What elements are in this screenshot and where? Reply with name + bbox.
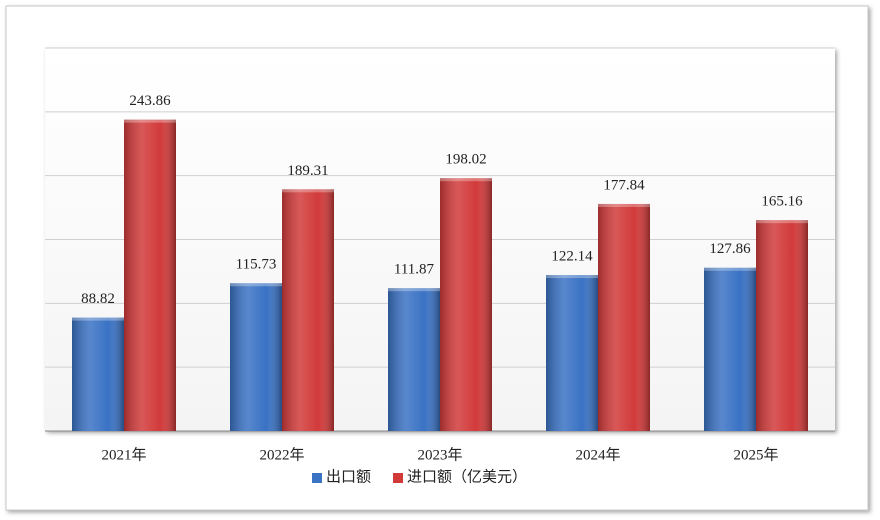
legend-swatch: [312, 473, 322, 483]
data-label: 165.16: [761, 194, 803, 210]
bar-shade: [230, 283, 282, 431]
data-label: 127.86: [709, 241, 751, 257]
data-label: 198.02: [445, 152, 486, 168]
x-tick-label: 2021年: [101, 446, 146, 463]
bar-shade: [282, 189, 334, 431]
bar-cap: [546, 275, 598, 279]
data-label: 177.84: [603, 177, 645, 193]
bar-cap: [598, 203, 650, 207]
x-tick-label: 2023年: [417, 446, 462, 463]
legend-swatch: [393, 473, 404, 483]
bar-cap: [388, 288, 440, 292]
legend-label: 出口额: [326, 468, 371, 485]
data-label: 111.87: [394, 262, 435, 278]
bar-shade: [756, 220, 808, 431]
bar-shade: [598, 203, 650, 431]
x-tick-label: 2022年: [259, 446, 304, 463]
bar-shade: [124, 119, 176, 432]
bar-shade: [704, 267, 756, 431]
bar-cap: [440, 178, 492, 182]
data-label: 88.82: [81, 291, 115, 307]
legend-label: 进口额（亿美元）: [407, 468, 527, 485]
bar-shade: [440, 178, 492, 431]
bar-cap: [124, 119, 176, 123]
data-label: 189.31: [287, 163, 328, 179]
x-tick-label: 2025年: [733, 446, 778, 463]
bar-cap: [72, 317, 124, 321]
bar-shade: [388, 288, 440, 431]
bar-cap: [282, 189, 334, 193]
bar-cap: [704, 267, 756, 271]
x-tick-label: 2024年: [575, 446, 620, 463]
bar-shade: [72, 317, 124, 431]
bar-shade: [546, 275, 598, 431]
data-label: 243.86: [129, 93, 171, 109]
data-label: 122.14: [551, 249, 593, 265]
bar-cap: [756, 220, 808, 224]
data-label: 115.73: [236, 257, 277, 273]
bar-cap: [230, 283, 282, 287]
